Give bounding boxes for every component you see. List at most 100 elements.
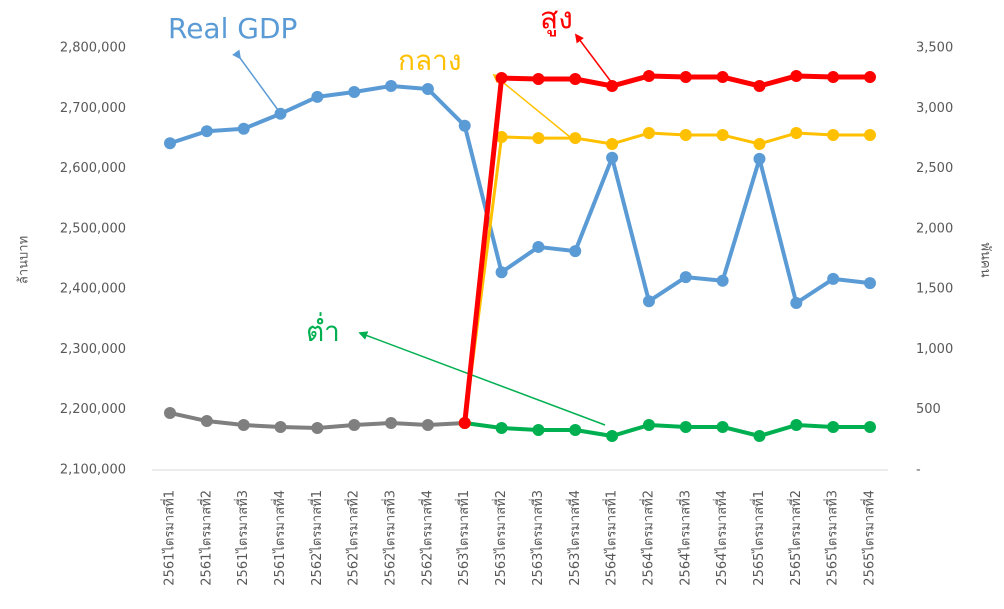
y-tick-label: 2,200,000 <box>60 402 126 417</box>
data-point <box>385 416 398 429</box>
data-point <box>348 419 361 432</box>
data-point <box>164 137 176 150</box>
data-point <box>311 422 324 435</box>
data-point <box>348 86 361 99</box>
data-point <box>495 422 508 435</box>
arrow <box>492 73 571 138</box>
x-tick-label: 2562ไตรมาสที่3 <box>382 490 399 586</box>
data-point <box>421 419 434 432</box>
data-point <box>827 129 840 142</box>
data-point <box>753 152 766 165</box>
x-tick-label: 2561ไตรมาสที่4 <box>271 490 288 586</box>
data-point <box>790 297 803 310</box>
y2-tick-label: 3,000 <box>916 101 953 116</box>
y2-tick-label: 1,500 <box>916 282 953 297</box>
y-tick-label: 2,300,000 <box>60 342 126 357</box>
data-point <box>864 71 876 84</box>
annotation: Real GDP <box>168 12 297 45</box>
y-tick-label: 2,800,000 <box>60 41 126 56</box>
data-point <box>532 240 545 253</box>
x-tick-label: 2564ไตรมาสที่3 <box>676 490 693 586</box>
data-point <box>827 71 840 84</box>
data-point <box>274 420 287 433</box>
data-point <box>495 130 508 143</box>
data-point <box>642 127 655 140</box>
data-point <box>606 137 619 150</box>
x-tick-label: 2565ไตรมาสที่4 <box>861 490 878 586</box>
y2-tick-label: 2,000 <box>916 221 953 236</box>
data-point <box>790 127 803 140</box>
series-line <box>462 73 870 424</box>
data-point <box>642 419 655 432</box>
data-point <box>421 82 434 95</box>
x-tick-label: 2563ไตรมาสที่1 <box>455 490 472 586</box>
data-point <box>679 271 692 284</box>
data-point <box>753 79 766 92</box>
data-point <box>458 119 471 132</box>
y-axis-label: ล้านบาท <box>17 236 32 284</box>
data-point <box>679 420 692 433</box>
data-point <box>569 132 582 145</box>
data-point <box>864 420 876 433</box>
data-point <box>200 125 213 138</box>
data-point <box>642 69 655 82</box>
data-point <box>606 79 619 92</box>
x-tick-label: 2564ไตรมาสที่2 <box>639 490 656 586</box>
x-tick-label: 2564ไตรมาสที่1 <box>603 490 620 586</box>
y-tick-label: 2,600,000 <box>60 161 126 176</box>
y2-tick-label: 1,000 <box>916 342 953 357</box>
x-tick-label: 2563ไตรมาสที่2 <box>492 490 509 586</box>
data-point <box>790 69 803 82</box>
data-point <box>495 72 508 85</box>
y2-tick-label: - <box>916 463 921 478</box>
data-point <box>532 132 545 145</box>
data-point <box>495 266 508 279</box>
data-point <box>864 277 876 290</box>
y2-tick-label: 500 <box>916 402 941 417</box>
x-tick-label: 2562ไตรมาสที่1 <box>308 490 325 586</box>
data-point <box>237 419 250 432</box>
data-point <box>642 295 655 308</box>
data-point <box>569 72 582 85</box>
data-point <box>606 429 619 442</box>
data-point <box>827 420 840 433</box>
data-point <box>164 406 176 419</box>
data-point <box>385 79 398 92</box>
x-tick-label: 2561ไตรมาสที่1 <box>161 490 178 586</box>
x-tick-label: 2564ไตรมาสที่4 <box>713 490 730 586</box>
annotation: กลาง <box>398 44 462 77</box>
y2-axis-label: พันคน <box>978 242 993 277</box>
data-point <box>716 420 729 433</box>
data-point <box>679 71 692 84</box>
data-point <box>827 272 840 285</box>
data-point <box>532 72 545 85</box>
data-point <box>200 415 213 428</box>
data-point <box>274 107 287 120</box>
data-point <box>716 274 729 287</box>
x-tick-label: 2565ไตรมาสที่1 <box>750 490 767 586</box>
data-point <box>716 71 729 84</box>
x-tick-label: 2562ไตรมาสที่4 <box>418 490 435 586</box>
arrow <box>358 331 606 426</box>
data-point <box>753 137 766 150</box>
data-point <box>716 129 729 142</box>
data-point <box>679 129 692 142</box>
series-line <box>169 83 871 306</box>
x-tick-label: 2565ไตรมาสที่2 <box>787 490 804 586</box>
data-point <box>569 245 582 258</box>
data-point <box>532 423 545 436</box>
data-point <box>311 90 324 103</box>
x-tick-label: 2563ไตรมาสที่4 <box>566 490 583 586</box>
annotation: สูง <box>540 2 573 37</box>
y2-tick-label: 3,500 <box>916 41 953 56</box>
data-point <box>864 129 876 142</box>
x-tick-label: 2562ไตรมาสที่2 <box>345 490 362 586</box>
data-point <box>237 122 250 135</box>
y2-tick-label: 2,500 <box>916 161 953 176</box>
x-tick-label: 2561ไตรมาสที่3 <box>234 490 251 586</box>
data-point <box>753 429 766 442</box>
x-tick-label: 2561ไตรมาสที่2 <box>197 490 214 586</box>
data-point <box>790 419 803 432</box>
